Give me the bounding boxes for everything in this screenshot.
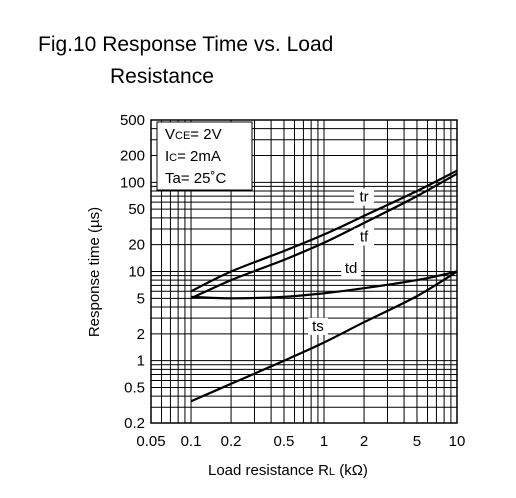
series-tr-line xyxy=(190,169,458,293)
y-tick-label: 5 xyxy=(137,290,145,307)
y-tick-label: 100 xyxy=(120,174,145,191)
x-tick-label: 0.5 xyxy=(274,433,295,450)
x-tick-label: 10 xyxy=(449,433,466,450)
series-td-line xyxy=(190,270,458,300)
series-label-bg xyxy=(341,259,362,277)
series-label-bg xyxy=(354,188,375,206)
series-td-label: td xyxy=(345,260,358,277)
ta-condition: Ta= 25˚C xyxy=(165,170,226,187)
x-tick-label: 0.05 xyxy=(136,433,165,450)
y-tick-label: 2 xyxy=(137,326,145,343)
vce-condition: VCE= 2V xyxy=(165,126,222,143)
x-tick-label: 0.1 xyxy=(181,433,202,450)
y-tick-label: 0.5 xyxy=(124,380,145,397)
figure-title-line2: Resistance xyxy=(110,65,214,88)
y-tick-label: 20 xyxy=(128,237,145,254)
conditions-box: VCE= 2V IC= 2mA Ta= 25˚C xyxy=(156,121,253,191)
y-axis-title: Response time (µs) xyxy=(86,207,103,337)
x-tick-label: 2 xyxy=(360,433,368,450)
figure-title-line1: Fig.10 Response Time vs. Load xyxy=(38,33,334,56)
y-tick-label: 500 xyxy=(120,112,145,129)
x-tick-label: 5 xyxy=(413,433,421,450)
x-tick-label: 1 xyxy=(320,433,328,450)
y-tick-label: 50 xyxy=(128,201,145,218)
series-label-bg xyxy=(307,317,328,335)
series-ts-line xyxy=(190,270,458,403)
series-tf-label: tf xyxy=(360,228,369,245)
x-tick-label: 0.2 xyxy=(221,433,242,450)
y-tick-label: 1 xyxy=(137,353,145,370)
y-tick-label: 200 xyxy=(120,147,145,164)
series-tf-line xyxy=(190,172,458,300)
series-ts-label: ts xyxy=(312,318,324,335)
series-label-bg xyxy=(354,228,375,246)
x-axis-title: Load resistance RL (kΩ) xyxy=(208,462,368,479)
ic-condition: IC= 2mA xyxy=(165,148,221,165)
y-tick-label: 10 xyxy=(128,264,145,281)
y-tick-label: 0.2 xyxy=(124,415,145,432)
series-tr-label: tr xyxy=(359,189,368,206)
